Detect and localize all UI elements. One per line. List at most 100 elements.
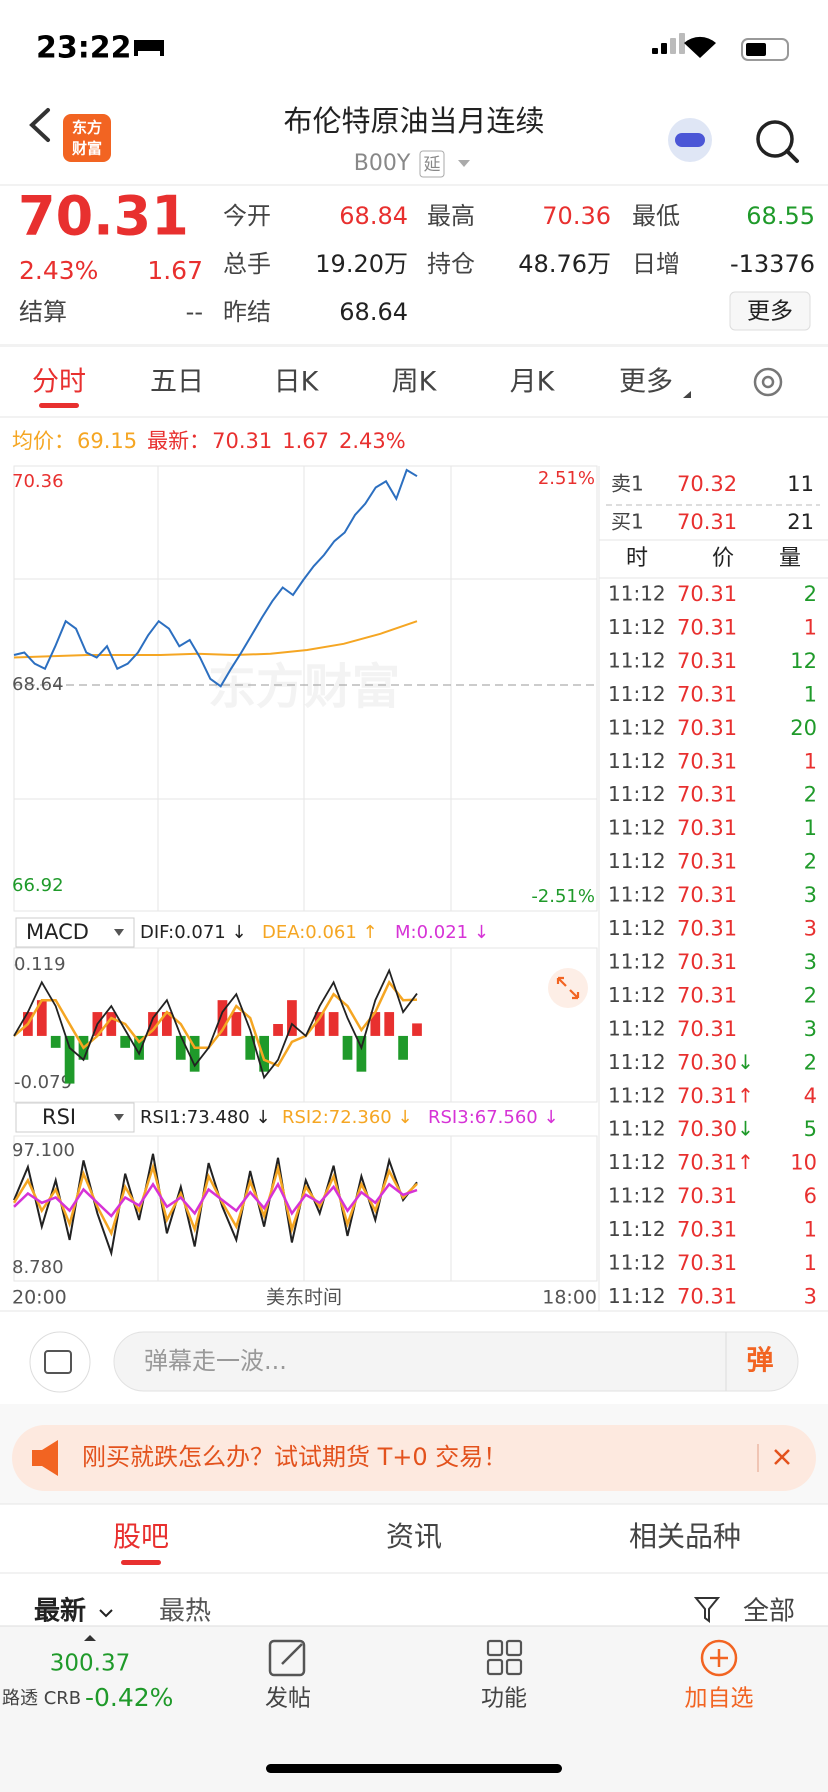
field-label: 最高 (427, 202, 475, 230)
book-header: 时 (626, 546, 648, 571)
macd-histogram-bar (148, 1012, 158, 1036)
more-button[interactable] (729, 291, 811, 331)
section-tab[interactable]: 资讯 (386, 1520, 442, 1553)
tab-more-triangle (683, 391, 691, 398)
field-label: 今开 (223, 202, 271, 230)
field-label: 日增 (632, 250, 680, 278)
macd-histogram-bar (342, 1035, 353, 1060)
tools-label[interactable]: 功能 (481, 1686, 527, 1712)
indicator-value: DIF:0.071 ↓ (140, 922, 247, 943)
megaphone-icon (32, 1440, 58, 1476)
logo (63, 114, 111, 162)
trade-vol: 10 (790, 1151, 817, 1175)
field-value: 68.55 (746, 202, 815, 230)
search-icon[interactable] (756, 120, 794, 158)
indicator-value: RSI1:73.480 ↓ (140, 1107, 271, 1128)
index-change: -0.42% (85, 1683, 173, 1712)
trade-arrow: ↑ (737, 1150, 754, 1174)
macd-histogram-bar (175, 1035, 186, 1060)
trade-vol: 2 (804, 582, 817, 606)
signal-bar (661, 43, 667, 54)
macd-histogram-bar (161, 1012, 172, 1036)
index-caret (84, 1635, 96, 1641)
x-label: 20:00 (12, 1287, 67, 1309)
trade-price: 70.31 (677, 716, 737, 740)
indicator-select[interactable] (15, 917, 135, 948)
trade-time: 11:12 (608, 1251, 666, 1275)
trade-vol: 3 (804, 883, 817, 907)
trade-price: 70.30 (677, 1050, 737, 1074)
expand-button[interactable] (548, 968, 588, 1008)
dropdown[interactable] (458, 160, 470, 167)
macd-histogram-bar (134, 1035, 144, 1060)
trade-price: 70.30 (677, 1117, 737, 1141)
macd-histogram-bar (259, 1035, 270, 1072)
macd-histogram-bar (356, 1035, 367, 1072)
chart-tab[interactable]: 周K (392, 367, 438, 398)
field-label: 最低 (632, 202, 680, 230)
trade-price: 70.31 (677, 783, 737, 807)
logo-text: 财富 (72, 140, 102, 158)
settings-icon[interactable] (753, 367, 783, 397)
comment-input[interactable] (113, 1331, 799, 1392)
field-label: 总手 (223, 250, 271, 278)
indicator-select[interactable] (15, 1102, 135, 1133)
trade-vol: 3 (804, 1017, 817, 1041)
battery (741, 38, 789, 61)
macd-histogram-bar (314, 1012, 325, 1036)
post-icon[interactable] (268, 1639, 306, 1677)
back-button[interactable] (29, 108, 50, 142)
index-name: 路透 CRB (2, 1688, 81, 1709)
sleep-icon (134, 40, 164, 56)
sort-hot[interactable]: 最热 (159, 1597, 211, 1627)
add-icon[interactable] (700, 1639, 738, 1677)
chart-tab[interactable]: 分时 (32, 367, 86, 398)
trade-arrow: ↑ (737, 1083, 754, 1107)
trade-price: 70.31 (677, 950, 737, 974)
chart-tab[interactable]: 更多 (619, 367, 673, 398)
select-arrow (114, 1114, 124, 1121)
trade-time: 11:12 (608, 715, 666, 739)
filter-icon (693, 1597, 721, 1623)
rsi1-line (13, 1153, 418, 1258)
trade-price: 70.31 (677, 582, 737, 606)
panel-frame (13, 947, 598, 1103)
macd-histogram-bar (50, 1035, 61, 1048)
section-tab[interactable]: 相关品种 (629, 1520, 741, 1553)
danmaku-button[interactable]: 弹 (747, 1346, 774, 1377)
chart-tab[interactable]: 日K (274, 367, 320, 398)
post-label[interactable]: 发帖 (265, 1686, 311, 1712)
trade-price: 70.31 (677, 883, 737, 907)
trade-time: 11:12 (608, 849, 666, 873)
info-text: 最新： (147, 429, 210, 453)
trade-vol: 20 (790, 716, 817, 740)
rsi2-line (12, 1162, 418, 1237)
section-tab[interactable]: 股吧 (113, 1520, 169, 1553)
signal-bar (652, 48, 658, 54)
index-value: 300.37 (50, 1651, 130, 1677)
y-tick-label: 97.100 (12, 1140, 75, 1161)
trade-price: 70.31 (677, 1017, 737, 1041)
more-label: 更多 (747, 299, 793, 325)
panel-frame (13, 465, 598, 912)
macd-histogram-bar (231, 1012, 242, 1036)
tag-box (419, 150, 445, 178)
chart-tab[interactable]: 五日 (150, 367, 204, 398)
add-label[interactable]: 加自选 (685, 1686, 754, 1712)
sort-all[interactable]: 全部 (743, 1597, 795, 1627)
sort-latest[interactable]: 最新 (34, 1596, 86, 1627)
field-value: 68.84 (339, 202, 408, 230)
trade-price: 70.31 (677, 649, 737, 673)
trade-price: 70.31 (677, 917, 737, 941)
comment-menu[interactable] (29, 1331, 91, 1393)
book-price: 70.32 (677, 472, 737, 496)
trade-vol: 2 (804, 1050, 817, 1074)
y-tick-label: 68.64 (12, 674, 64, 695)
banner-close[interactable] (774, 1449, 790, 1465)
book-price: 70.31 (677, 510, 737, 534)
trade-time: 11:12 (608, 883, 666, 907)
chart-tab[interactable]: 月K (510, 367, 556, 398)
banner[interactable] (12, 1425, 816, 1491)
trade-time: 11:12 (608, 1150, 666, 1174)
